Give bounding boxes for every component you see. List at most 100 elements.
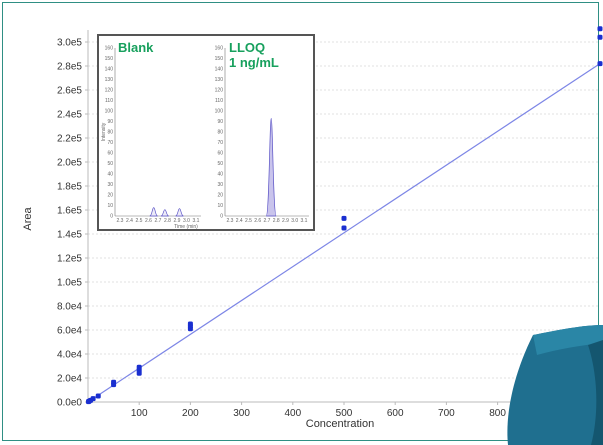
fit-line bbox=[87, 63, 601, 403]
chromatogram-peak bbox=[149, 207, 158, 217]
inset-y-tick-label: 40 bbox=[217, 172, 223, 178]
inset-y-tick-label: 80 bbox=[217, 130, 223, 136]
x-tick-labels: 100 200 300 400 500 600 700 800 bbox=[131, 402, 506, 419]
y-tick-label: 2.0e5 bbox=[57, 158, 82, 169]
inset-y-tick-label: 160 bbox=[215, 46, 224, 52]
inset-y-tick-label: 120 bbox=[215, 88, 224, 94]
y-tick-label: 1.4e5 bbox=[57, 230, 82, 241]
data-point bbox=[95, 393, 101, 399]
y-tick-label: 8.0e4 bbox=[57, 302, 82, 313]
data-point bbox=[597, 26, 603, 32]
data-point bbox=[597, 34, 603, 40]
inset-y-tick-label: 70 bbox=[217, 140, 223, 146]
data-point bbox=[136, 364, 142, 370]
inset-x-tick-label: 2.7 bbox=[264, 218, 271, 224]
inset-y-tick-label: 150 bbox=[215, 56, 224, 62]
inset-y-tick-label: 60 bbox=[217, 151, 223, 157]
data-point bbox=[187, 321, 193, 327]
lloq-title-line2: 1 ng/mL bbox=[229, 55, 279, 70]
inset-y-tick-label: 30 bbox=[107, 182, 113, 188]
inset-y-tick-label: 50 bbox=[217, 161, 223, 167]
inset-x-tick-label: 2.5 bbox=[245, 218, 252, 224]
y-axis-title: Area bbox=[22, 207, 34, 231]
lloq-title-line1: LLOQ bbox=[229, 40, 266, 55]
x-axis-title: Concentration bbox=[306, 418, 375, 430]
y-tick-label: 1.2e5 bbox=[57, 254, 82, 265]
inset-y-tick-label: 90 bbox=[217, 119, 223, 125]
inset-x-tick-label: 2.8 bbox=[273, 218, 280, 224]
inset-x-tick-label: 2.8 bbox=[164, 218, 171, 224]
blank-title: Blank bbox=[118, 40, 154, 55]
inset-plots: 0102030405060708090100110120130140150160… bbox=[101, 46, 309, 229]
y-tick-label: 2.0e4 bbox=[57, 374, 82, 385]
data-point bbox=[597, 61, 603, 67]
inset-x-tick-label: 2.3 bbox=[117, 218, 124, 224]
x-tick-label: 100 bbox=[131, 408, 148, 419]
inset-y-tick-label: 10 bbox=[107, 203, 113, 209]
inset-panel-1: 0 10 20 30 40 50 60 70 80 90 100 110 120 130 140 150 160… bbox=[215, 46, 309, 224]
inset-y-tick-label: 20 bbox=[217, 193, 223, 199]
chromatogram-peak bbox=[160, 209, 169, 217]
data-point bbox=[341, 225, 347, 231]
inset-y-tick-label: 100 bbox=[105, 109, 114, 115]
inset-y-tick-label: 50 bbox=[107, 161, 113, 167]
inset-y-tick-label: 30 bbox=[217, 182, 223, 188]
inset-y-tick-label: 110 bbox=[215, 98, 223, 104]
y-tick-label: 3.0e5 bbox=[57, 38, 82, 49]
inset-y-tick-label: 0 bbox=[110, 214, 113, 220]
inset-y-tick-label: 0 bbox=[220, 214, 223, 220]
y-tick-label: 1.8e5 bbox=[57, 182, 82, 193]
inset-y-tick-label: 80 bbox=[107, 130, 113, 136]
inset-x-axis-title: Time (min) bbox=[174, 224, 198, 229]
inset-y-tick-label: 10 bbox=[217, 203, 223, 209]
inset-x-tick-label: 3.0 bbox=[183, 218, 190, 224]
x-tick-label: 200 bbox=[182, 408, 199, 419]
y-tick-labels: 0.0e0 2.0e4 4.0e4 6.0e4 8.0e4 1.0e5 1.2e5 1.4e5… bbox=[57, 38, 88, 409]
inset-x-tick-label: 3.1 bbox=[301, 218, 308, 224]
inset-x-tick-label: 2.3 bbox=[227, 218, 234, 224]
y-tick-label: 0.0e0 bbox=[57, 398, 82, 409]
x-tick-label: 600 bbox=[387, 408, 404, 419]
inset-y-tick-label: 20 bbox=[107, 193, 113, 199]
chromatogram-peak bbox=[265, 117, 277, 217]
y-tick-label: 6.0e4 bbox=[57, 326, 82, 337]
y-tick-label: 2.2e5 bbox=[57, 134, 82, 145]
chromatogram-peak bbox=[175, 208, 184, 217]
inset-y-tick-label: 130 bbox=[215, 77, 224, 83]
inset-y-tick-label: 140 bbox=[105, 67, 114, 73]
inset-x-tick-label: 3.1 bbox=[193, 218, 200, 224]
inset-y-tick-label: 60 bbox=[107, 151, 113, 157]
inset-x-tick-label: 2.5 bbox=[136, 218, 143, 224]
inset-x-tick-label: 2.6 bbox=[254, 218, 261, 224]
x-tick-label: 800 bbox=[489, 408, 506, 419]
x-tick-label: 300 bbox=[233, 408, 250, 419]
inset-y-tick-label: 100 bbox=[215, 109, 224, 115]
x-tick-label: 400 bbox=[284, 408, 301, 419]
inset-y-tick-label: 140 bbox=[215, 67, 224, 73]
x-tick-label: 700 bbox=[438, 408, 455, 419]
inset-y-tick-label: 70 bbox=[107, 140, 113, 146]
inset-x-tick-label: 2.4 bbox=[236, 218, 243, 224]
inset-x-tick-label: 2.7 bbox=[155, 218, 162, 224]
data-point bbox=[341, 215, 347, 221]
inset-y-axis-title: Intensity bbox=[101, 122, 107, 141]
y-tick-label: 2.4e5 bbox=[57, 110, 82, 121]
inset-y-tick-label: 90 bbox=[107, 119, 113, 125]
inset-y-tick-label: 120 bbox=[105, 88, 114, 94]
data-points bbox=[86, 26, 603, 405]
y-tick-label: 2.8e5 bbox=[57, 62, 82, 73]
inset-y-tick-label: 40 bbox=[107, 172, 113, 178]
inset-x-tick-label: 2.4 bbox=[126, 218, 133, 224]
inset-panel-0: 0 10 20 30 40 50 60 70 80 90 100 110 120 130 140 150 160… bbox=[105, 46, 201, 224]
inset-y-tick-label: 110 bbox=[105, 98, 113, 104]
inset-x-tick-label: 3.0 bbox=[291, 218, 298, 224]
inset-x-tick-label: 2.9 bbox=[282, 218, 289, 224]
x-tick-label: 500 bbox=[336, 408, 353, 419]
data-point bbox=[90, 396, 96, 402]
inset-x-tick-label: 2.9 bbox=[174, 218, 181, 224]
y-tick-label: 2.6e5 bbox=[57, 86, 82, 97]
inset-y-tick-label: 150 bbox=[105, 56, 114, 62]
inset-y-tick-label: 130 bbox=[105, 77, 114, 83]
y-tick-label: 1.6e5 bbox=[57, 206, 82, 217]
inset-y-tick-label: 160 bbox=[105, 46, 114, 52]
